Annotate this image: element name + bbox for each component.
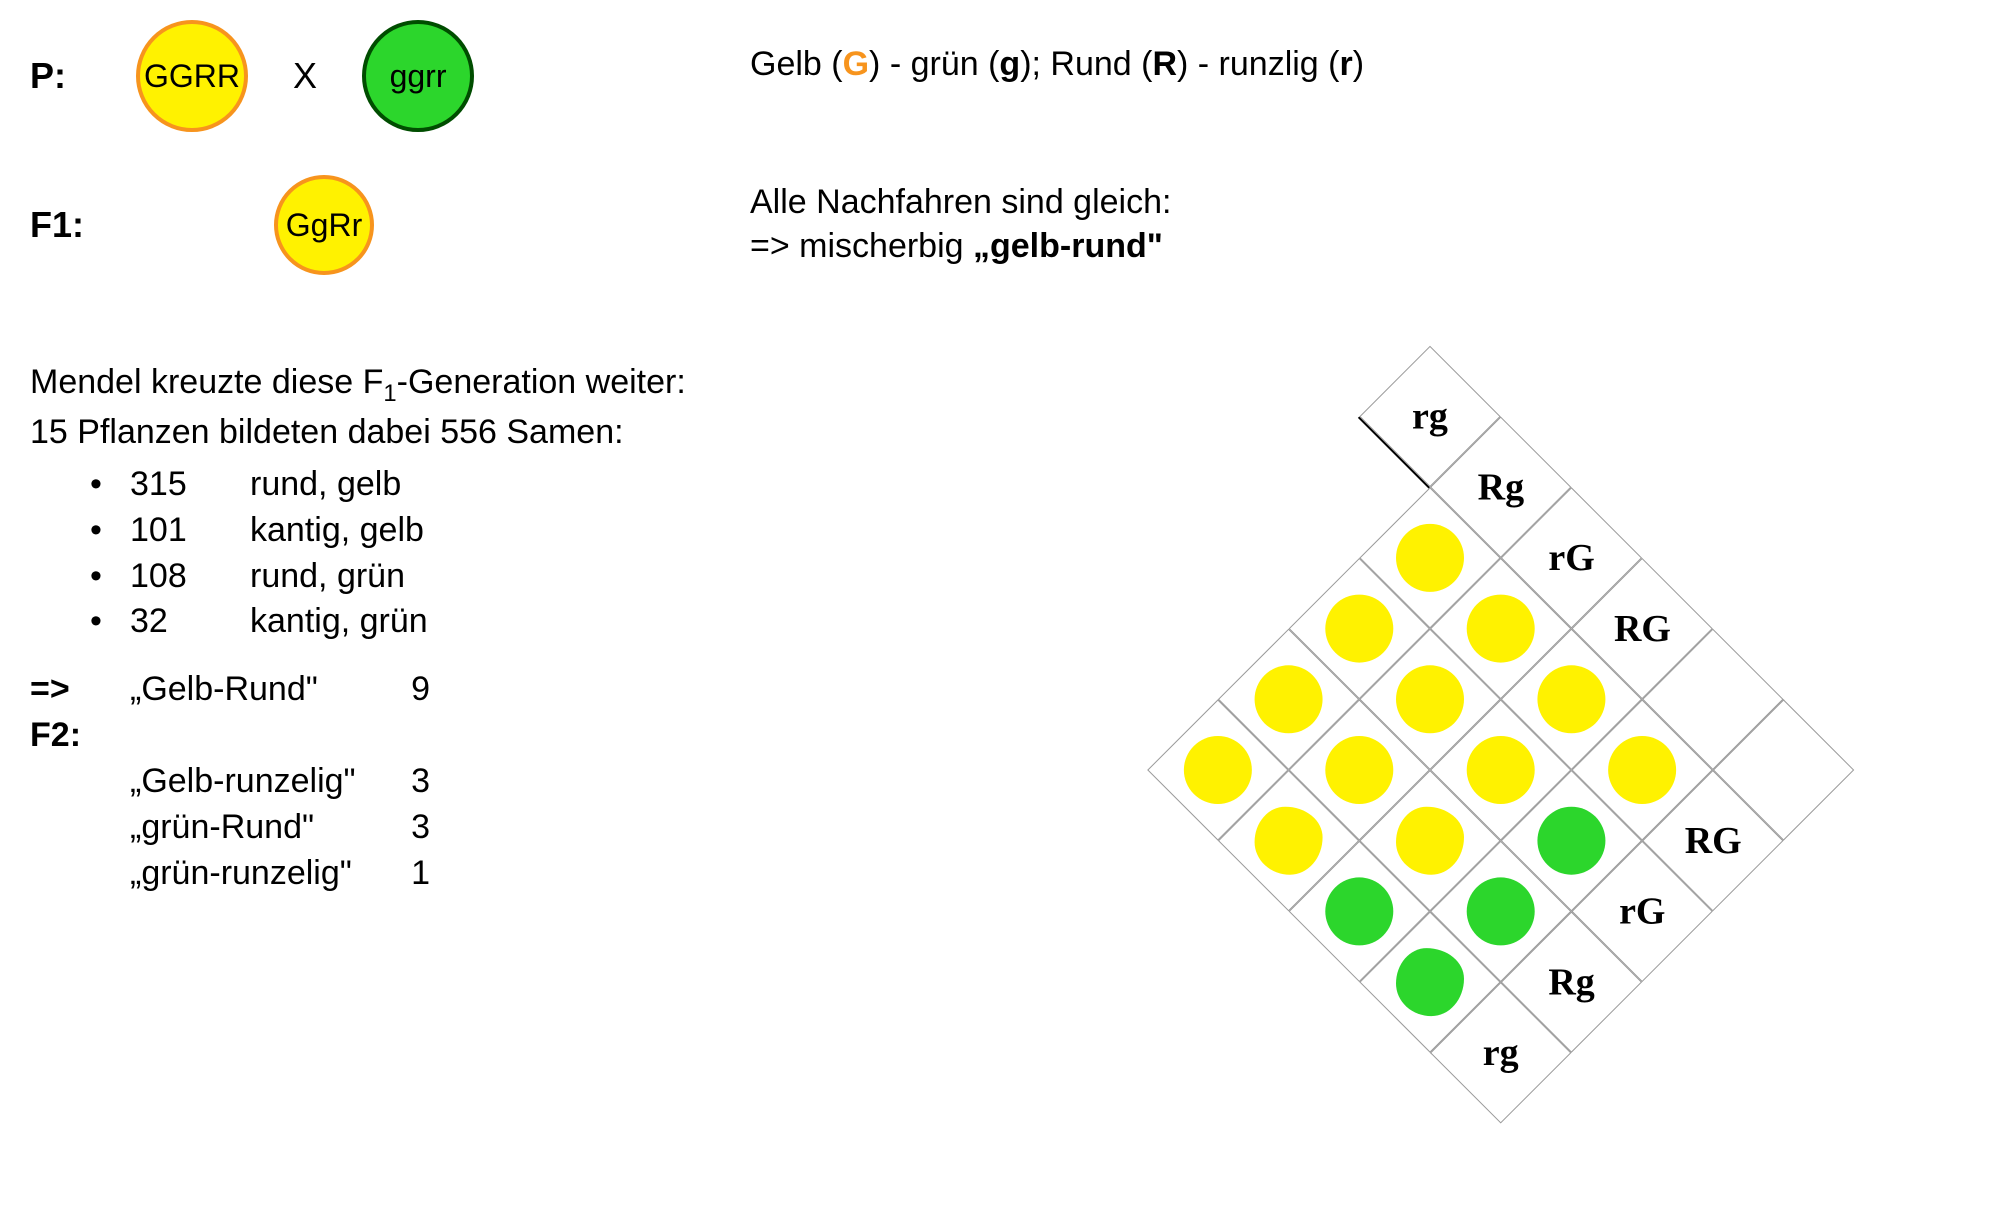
seed-yellow-round [1325, 595, 1393, 663]
seed-count-row: •32kantig, grün [90, 599, 686, 645]
seed-yellow-wrinkled [1255, 807, 1323, 875]
seed-yellow-round [1608, 736, 1676, 804]
f1-generation-row: F1: GgRr [30, 175, 374, 275]
f2-phenotype: „grün-Rund" [130, 805, 390, 851]
seed-yellow-wrinkled [1396, 807, 1464, 875]
seed-yellow-round [1396, 524, 1464, 592]
seed-yellow-round [1255, 665, 1323, 733]
f1-genotype: GgRr [286, 207, 362, 244]
f2-ratio-row: „grün-Rund"3 [30, 805, 686, 851]
f2-phenotype: „Gelb-Rund" [130, 667, 390, 759]
seed-green-round [1325, 877, 1393, 945]
seed-count-n: 32 [130, 599, 250, 645]
f1-text-line2: => mischerbig „gelb-rund" [750, 224, 1171, 268]
seed-yellow-round [1184, 736, 1252, 804]
seed-count-desc: rund, grün [250, 554, 405, 600]
seed-counts-list: •315rund, gelb•101kantig, gelb•108rund, … [90, 462, 686, 646]
trait-legend: Gelb (G) - grün (g); Rund (R) - runzlig … [750, 45, 1364, 84]
f2-ratio-row: „Gelb-runzelig"3 [30, 759, 686, 805]
seed-count-desc: kantig, grün [250, 599, 428, 645]
f2-ratios-block: => F2:„Gelb-Rund"9„Gelb-runzelig"3„grün-… [30, 667, 686, 896]
f1-text-line1: Alle Nachfahren sind gleich: [750, 180, 1171, 224]
seed-count-n: 108 [130, 554, 250, 600]
seed-count-row: •108rund, grün [90, 554, 686, 600]
seed-yellow-round [1396, 665, 1464, 733]
p-label: P: [30, 55, 66, 97]
seed-count-n: 315 [130, 462, 250, 508]
f2-phenotype: „Gelb-runzelig" [130, 759, 390, 805]
parent2-circle: ggrr [362, 20, 474, 132]
punnett-grid: rgRgrGRGRGrGRgrg [1006, 346, 1855, 1195]
parent1-circle: GGRR [136, 20, 248, 132]
seed-count-row: •315rund, gelb [90, 462, 686, 508]
f2-phenotype: „grün-runzelig" [130, 851, 390, 897]
f2-ratio: 9 [390, 667, 430, 759]
seed-count-row: •101kantig, gelb [90, 508, 686, 554]
seed-count-desc: kantig, gelb [250, 508, 424, 554]
p-generation-row: P: GGRR X ggrr [30, 20, 474, 132]
f2-ratio-row: => F2:„Gelb-Rund"9 [30, 667, 686, 759]
seed-yellow-round [1325, 736, 1393, 804]
seed-count-desc: rund, gelb [250, 462, 401, 508]
seed-green-round [1537, 807, 1605, 875]
seed-green-round [1467, 877, 1535, 945]
seed-green-wrinkled [1396, 948, 1464, 1016]
mendel-line2: 15 Pflanzen bildeten dabei 556 Samen: [30, 410, 686, 456]
cross-symbol: X [293, 55, 317, 97]
f2-ratio: 3 [390, 759, 430, 805]
f2-ratio: 1 [390, 851, 430, 897]
f2-ratio: 3 [390, 805, 430, 851]
seed-count-n: 101 [130, 508, 250, 554]
mendel-line1: Mendel kreuzte diese F1-Generation weite… [30, 360, 686, 410]
f1-description: Alle Nachfahren sind gleich: => mischerb… [750, 180, 1171, 268]
parent1-genotype: GGRR [144, 58, 240, 95]
seed-yellow-round [1467, 736, 1535, 804]
parent2-genotype: ggrr [390, 58, 447, 95]
punnett-square: rgRgrGRGRGrGRgrg [990, 330, 1870, 1210]
f2-ratio-row: „grün-runzelig"1 [30, 851, 686, 897]
seed-yellow-round [1537, 665, 1605, 733]
f1-label: F1: [30, 204, 84, 246]
results-block: Mendel kreuzte diese F1-Generation weite… [30, 360, 686, 897]
seed-yellow-round [1467, 595, 1535, 663]
f1-offspring-circle: GgRr [274, 175, 374, 275]
